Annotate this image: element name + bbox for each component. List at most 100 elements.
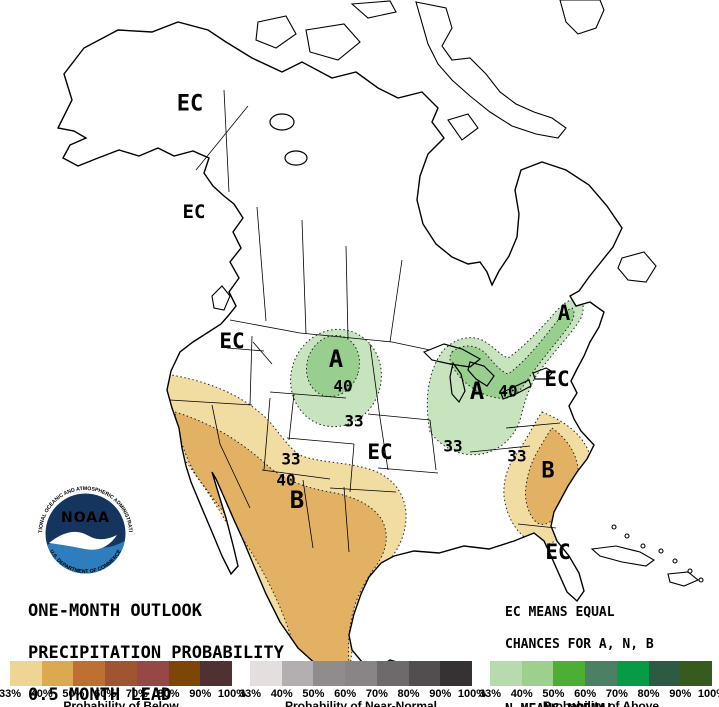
tick-label: 70% [605,688,628,700]
colorbar-segment [10,661,42,686]
label-ec-panhandle: EC [183,201,206,223]
island-bahamas [640,543,646,549]
label-ec-florida: EC [545,540,570,564]
tick-label: 40% [30,688,53,700]
island-arctic-north [350,0,397,19]
colorbar-near-normal-swatches [250,661,473,686]
lake-erie [500,379,532,400]
island-bahamas [672,558,678,564]
tick-label: 60% [574,688,597,700]
colorbar-segment [200,661,233,686]
colorbar-segment [680,661,713,686]
colorbar-segment [41,661,74,686]
label-b-southwest: B [290,486,304,514]
colorbar-above-swatches [490,661,713,686]
island-southampton [447,113,479,141]
colorbar-near-normal: 33% 40% 50% 60% 70% 80% 90% 100% Probabi… [239,661,486,707]
colorbar-segment [281,661,314,686]
tick-label: 100% [697,688,719,700]
tick-label: 80% [637,688,660,700]
label-a-midwest: A [470,377,485,405]
tick-label: 80% [157,688,180,700]
islands [211,0,704,587]
tick-label: 60% [94,688,117,700]
lake-great-bear [269,113,295,131]
island-cuba [590,545,655,567]
label-b-southeast: B [541,459,554,484]
colorbar-below-ticks: 33% 40% 50% 60% 70% 80% 90% 100% [0,688,246,700]
lake-great-slave [284,150,308,166]
tick-label: 70% [365,688,388,700]
tick-label: 50% [542,688,565,700]
colorbar-segment [345,661,377,686]
colorbar-segment [313,661,346,686]
title-line-outlook: ONE-MONTH OUTLOOK [28,601,202,621]
region-above-midwest-40 [449,307,575,399]
label-40-midwest: 40 [498,382,517,401]
colorbar-segment [616,661,649,686]
tick-label: 100% [457,688,487,700]
ec-legend-line: N MEANS NORMAL [505,703,654,707]
label-ec-central: EC [367,440,392,464]
label-40-southwest: 40 [276,471,295,490]
region-below-southwest-40 [174,411,387,665]
noaa-logo: NOAA NATIONAL OCEANIC AND ATMOSPHERIC AD… [33,481,137,585]
colorbar-near-normal-caption: Probability of Near-Normal [284,699,438,707]
colorbar-segment [553,661,586,686]
tick-label: 40% [510,688,533,700]
colorbar-segment [585,661,617,686]
tick-label: 33% [478,688,502,700]
tick-label: 90% [669,688,692,700]
title-line-lead: 0.5 MONTH LEAD [28,685,172,705]
island-victoria [305,23,361,61]
colorbar-below-caption: Probability of Below [63,699,179,707]
island-newfoundland [617,251,657,283]
mainland-coastline [56,21,623,679]
tick-label: 40% [270,688,293,700]
colorbar-segment [136,661,169,686]
tick-label: 90% [189,688,212,700]
map-labels: EC EC EC A 40 33 A 40 33 A EC EC 33 40 B… [177,92,571,565]
great-lakes [269,113,554,404]
label-ec-northwest: EC [219,329,244,353]
label-40-plains: 40 [333,377,352,396]
ec-legend-line: EC MEANS EQUAL [505,604,615,620]
island-bahamas [624,533,630,539]
logo-bird-icon [49,531,117,550]
political-borders [169,89,561,553]
colorbar-segment [440,661,473,686]
colorbar-below-swatches [10,661,233,686]
lake-michigan [449,361,466,404]
colorbar-segment [376,661,409,686]
island-banks [255,15,297,49]
island-bahamas [611,524,617,530]
island-vancouver [211,285,231,311]
tick-label: 90% [429,688,452,700]
colorbar-above-caption: Probability of Above [542,699,660,707]
colorbar-segment [521,661,554,686]
tick-label: 50% [62,688,85,700]
colorbar-segment [168,661,201,686]
island-bahamas [658,548,664,554]
label-33-plains: 33 [344,412,363,431]
label-33-southwest: 33 [281,450,300,469]
label-ec-eastcoast: EC [544,367,569,391]
tick-label: 33% [238,688,262,700]
region-above-plains-40 [305,334,361,398]
colorbar-segment [490,661,522,686]
ec-legend-line: CHANCES FOR A, N, B [505,636,654,652]
colorbar-above: 33% 40% 50% 60% 70% 80% 90% 100% Probabi… [479,661,719,707]
title-line-variable: PRECIPITATION PROBABILITY [28,643,284,663]
colorbar-near-normal-ticks: 33% 40% 50% 60% 70% 80% 90% 100% [239,688,486,700]
title-block: ONE-MONTH OUTLOOK PRECIPITATION PROBABIL… [28,576,284,707]
lake-ontario [532,367,554,380]
colorbar-below: 33% 40% 50% 60% 70% 80% 90% 100% Probabi… [0,661,246,707]
greenland-edge [559,0,605,35]
label-ec-alaska: EC [177,92,204,117]
island-baffin [415,1,567,139]
island-bahamas [698,577,704,583]
lake-huron [467,361,495,387]
logo-noaa-text: NOAA [61,510,110,526]
